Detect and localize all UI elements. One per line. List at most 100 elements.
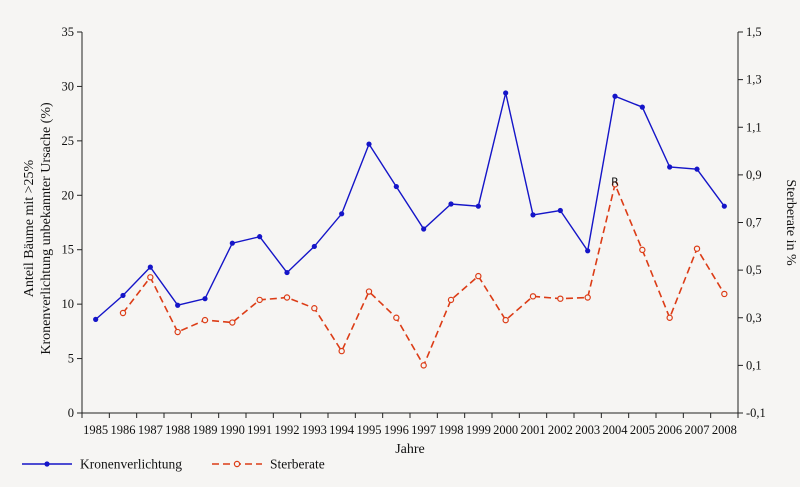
x-tick-label: 2004	[603, 423, 629, 437]
series-layer: R	[93, 90, 728, 369]
y-right-axis-title: Sterberate in %	[783, 179, 798, 266]
data-point-sterberate	[693, 245, 701, 252]
data-point-sterberate	[201, 316, 209, 324]
data-point-sterberate	[311, 305, 318, 312]
y-left-tick-label: 0	[68, 406, 74, 420]
x-tick-label: 1993	[302, 423, 327, 437]
x-tick-label: 1985	[83, 423, 108, 437]
data-point-kronenverlichtung	[120, 292, 126, 299]
data-point-kronenverlichtung	[667, 164, 673, 170]
y-left-tick-label: 35	[62, 25, 75, 39]
data-point-kronenverlichtung	[393, 183, 399, 190]
x-tick-label: 2008	[712, 423, 737, 437]
y-left-tick-label: 10	[62, 297, 75, 311]
data-point-sterberate	[365, 288, 373, 295]
data-point-sterberate	[174, 328, 181, 336]
y-left-tick-label: 30	[62, 79, 75, 93]
x-axis-title: Jahre	[395, 442, 425, 457]
x-tick-label: 2007	[685, 423, 710, 437]
data-point-kronenverlichtung	[93, 316, 99, 322]
data-point-kronenverlichtung	[202, 296, 208, 302]
data-point-kronenverlichtung	[448, 201, 454, 207]
data-point-kronenverlichtung	[421, 226, 427, 232]
x-tick-label: 1986	[111, 423, 136, 437]
axes-layer: 0 5 10 15 20 25 30 35 -0,1 0,1 0,3 0,5 0,7 0,9 1,1 1,3 1…	[22, 25, 798, 457]
y-left-tick-label: 25	[62, 134, 75, 148]
data-point-kronenverlichtung	[339, 211, 345, 217]
x-tick-label: 1991	[247, 423, 272, 437]
data-point-sterberate	[119, 309, 127, 317]
data-point-kronenverlichtung	[366, 141, 372, 147]
y-left-tick-label: 15	[62, 243, 75, 257]
x-tick-label: 1999	[466, 423, 491, 437]
data-point-kronenverlichtung	[721, 203, 727, 209]
x-tick-label: 1995	[357, 423, 382, 437]
data-point-sterberate	[229, 319, 236, 326]
data-point-kronenverlichtung	[311, 243, 317, 250]
data-point-sterberate	[283, 294, 291, 301]
data-point-kronenverlichtung	[639, 104, 645, 110]
data-point-kronenverlichtung	[229, 240, 235, 246]
data-point-kronenverlichtung	[694, 166, 700, 172]
data-point-kronenverlichtung	[475, 203, 481, 209]
data-point-sterberate	[557, 295, 564, 302]
legend-marker-kronenverlichtung	[44, 461, 50, 467]
x-tick-label: 1989	[193, 423, 218, 437]
legend: Kronenverlichtung Sterberate	[22, 457, 325, 472]
x-tick-label: 1992	[275, 423, 300, 437]
data-point-sterberate	[639, 246, 646, 254]
x-tick-label: 1998	[439, 423, 464, 437]
data-point-sterberate	[475, 272, 482, 280]
y-left-axis-title: Anteil Bäume mit >25% Kronenverlichtung u…	[22, 102, 54, 355]
data-point-sterberate	[256, 296, 263, 304]
data-point-kronenverlichtung	[585, 248, 591, 254]
y-right-tick-label: 0,1	[746, 358, 762, 372]
data-point-sterberate	[529, 293, 537, 300]
y-right-tick-label: 1,3	[746, 73, 762, 87]
data-point-sterberate	[666, 314, 673, 321]
legend-label-sterberate: Sterberate	[270, 457, 325, 472]
y-left-axis-title-line-2: Kronenverlichtung unbekannter Ursache (%…	[39, 102, 54, 355]
y-right-tick-label: 0,7	[746, 216, 762, 230]
y-right-tick-label: 1,1	[746, 120, 762, 134]
y-left-axis-title-line-1: Anteil Bäume mit >25%	[22, 159, 37, 297]
y-right-tick-label: -0,1	[746, 406, 766, 420]
series-line-sterberate	[122, 181, 725, 368]
data-point-sterberate	[502, 316, 509, 324]
x-tick-label: 2006	[657, 423, 682, 437]
x-tick-label: 2000	[493, 423, 518, 437]
legend-label-kronenverlichtung: Kronenverlichtung	[80, 457, 182, 472]
x-tick-label: 1996	[384, 423, 409, 437]
data-point-kronenverlichtung	[147, 264, 153, 270]
y-left-tick-label: 20	[62, 188, 75, 202]
data-point-sterberate	[420, 362, 427, 369]
data-point-sterberate	[721, 290, 728, 298]
y-right-tick-label: 0,3	[746, 311, 762, 325]
data-point-kronenverlichtung	[503, 90, 509, 96]
x-tick-label: 2001	[521, 423, 546, 437]
data-point-sterberate	[584, 294, 591, 301]
y-left-tick-label: 5	[68, 352, 74, 366]
x-tick-label: 2005	[630, 423, 655, 437]
data-point-kronenverlichtung	[612, 93, 618, 99]
legend-marker-sterberate	[233, 460, 241, 468]
y-right-tick-label: 1,5	[746, 25, 762, 39]
x-tick-label: 1987	[138, 423, 163, 437]
x-tick-label: 2003	[575, 423, 600, 437]
data-point-kronenverlichtung	[284, 269, 290, 276]
annotation-label: R	[611, 175, 619, 188]
x-tick-label: 1988	[165, 423, 190, 437]
x-tick-label: 1990	[220, 423, 245, 437]
data-point-kronenverlichtung	[557, 207, 563, 214]
data-point-sterberate	[611, 181, 619, 188]
y-right-tick-label: 0,9	[746, 168, 762, 182]
data-point-sterberate	[447, 296, 455, 304]
x-tick-label: 2002	[548, 423, 573, 437]
data-point-sterberate	[338, 347, 345, 355]
data-point-kronenverlichtung	[530, 212, 536, 218]
data-point-sterberate	[393, 314, 400, 321]
data-point-sterberate	[147, 274, 154, 281]
series-line-kronenverlichtung	[95, 92, 725, 320]
